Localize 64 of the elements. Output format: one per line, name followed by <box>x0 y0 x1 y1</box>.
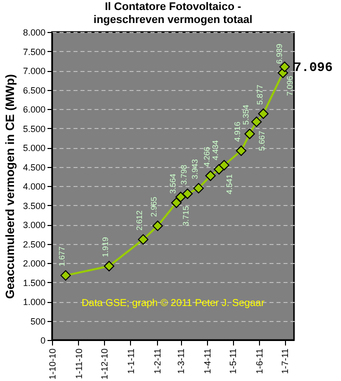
point <box>104 260 114 272</box>
y-tick-label: 1.000 <box>22 297 46 307</box>
point <box>258 108 269 119</box>
x-tick-label: 1-4-11 <box>202 348 213 374</box>
y-tick-label: 500 <box>30 316 46 326</box>
x-tick-label: 1-12-10 <box>99 348 110 380</box>
data-label: 1.677 <box>58 246 67 266</box>
chart-subtitle: ingeschreven vermogen totaal <box>94 14 252 26</box>
data-label: 4.916 <box>233 121 242 142</box>
x-tick-label: 1-5-11 <box>228 348 238 374</box>
point <box>182 188 193 200</box>
y-tick-label: 8.000 <box>22 28 46 38</box>
y-tick-label: 5.000 <box>22 143 46 153</box>
data-label: 5.354 <box>242 104 251 125</box>
point <box>236 145 246 156</box>
y-tick-label: 3.000 <box>22 220 46 230</box>
data-label: 4.266 <box>202 146 212 167</box>
annotation: 7.096 <box>294 60 333 75</box>
annotation: Data GSE; graph © 2011 Peter J. Segaar <box>82 298 266 309</box>
data-label: 7.096 <box>286 75 295 96</box>
chart-title: Il Contatore Fotovoltaico - <box>104 1 242 13</box>
data-label: 2.612 <box>135 210 144 230</box>
y-tick-label: 7.500 <box>22 46 46 57</box>
data-label: 4.541 <box>225 174 234 194</box>
data-label: 3.715 <box>182 205 191 226</box>
point <box>244 128 255 140</box>
data-label: 2.965 <box>150 196 159 217</box>
x-tick-label: 1-7-11 <box>280 348 290 374</box>
x-tick-label: 1-3-11 <box>176 348 186 374</box>
y-axis-title: Geaccumuleerd vermogen in CE (MWp) <box>2 74 17 299</box>
point <box>152 220 163 232</box>
y-tick-label: 6.500 <box>22 85 46 96</box>
x-tick-label: 1-2-11 <box>152 348 162 374</box>
point <box>60 270 71 281</box>
data-label: 5.667 <box>258 130 267 151</box>
data-label: 3.943 <box>190 158 200 180</box>
y-tick-label: 2.000 <box>22 258 46 268</box>
point <box>205 170 216 181</box>
y-tick-label: 6.000 <box>22 104 46 114</box>
point <box>171 198 182 208</box>
data-label: 1.919 <box>101 236 110 258</box>
data-label: 3.798 <box>179 164 188 185</box>
data-label: 6.939 <box>274 43 284 64</box>
y-tick-label: 2.500 <box>22 239 46 250</box>
point <box>279 62 290 72</box>
data-label: 4.434 <box>211 140 220 160</box>
y-tick-label: 1.500 <box>22 278 46 288</box>
y-tick-label: 0 <box>40 336 46 346</box>
x-tick-label: 1-11-10 <box>74 348 84 379</box>
point <box>218 160 230 170</box>
x-tick-label: 1-6-11 <box>254 348 265 374</box>
point <box>175 192 186 202</box>
x-tick-label: 1-10-10 <box>48 348 58 380</box>
y-tick-label: 5.500 <box>22 124 46 134</box>
y-tick-label: 4.000 <box>22 182 46 192</box>
point <box>251 116 262 128</box>
x-tick-label: 1-1-11 <box>126 348 136 374</box>
data-label: 3.564 <box>168 173 178 194</box>
y-tick-label: 7.000 <box>22 66 46 76</box>
data-label: 5.877 <box>255 84 264 105</box>
point <box>193 182 204 194</box>
point <box>138 234 148 245</box>
y-tick-label: 3.500 <box>22 200 46 211</box>
y-tick-label: 4.500 <box>22 162 46 172</box>
